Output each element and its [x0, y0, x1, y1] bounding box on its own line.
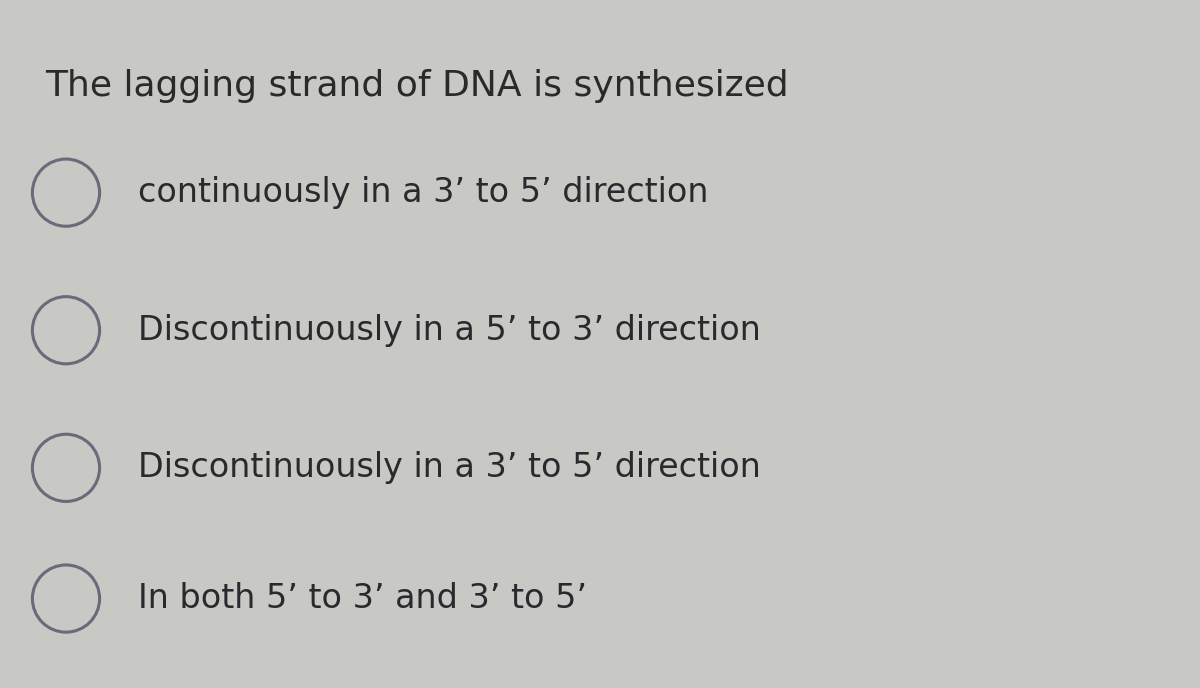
Text: continuously in a 3’ to 5’ direction: continuously in a 3’ to 5’ direction [138, 176, 708, 209]
Text: Discontinuously in a 5’ to 3’ direction: Discontinuously in a 5’ to 3’ direction [138, 314, 761, 347]
Text: Discontinuously in a 3’ to 5’ direction: Discontinuously in a 3’ to 5’ direction [138, 451, 761, 484]
Text: The lagging strand of DNA is synthesized: The lagging strand of DNA is synthesized [46, 69, 790, 103]
Text: In both 5’ to 3’ and 3’ to 5’: In both 5’ to 3’ and 3’ to 5’ [138, 582, 587, 615]
